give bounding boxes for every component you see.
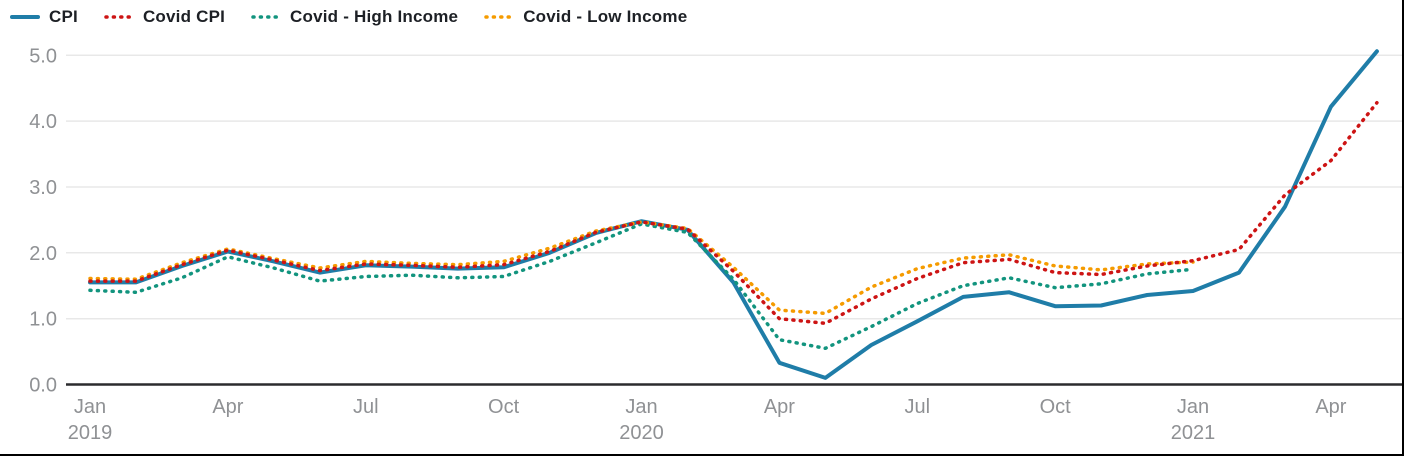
legend-item-covid-cpi: Covid CPI bbox=[104, 7, 225, 27]
legend-label: Covid CPI bbox=[142, 7, 226, 26]
x-tick-label: Jul bbox=[353, 396, 379, 418]
x-tick-label: Jan bbox=[74, 396, 106, 418]
series-line-covid-low-income bbox=[88, 220, 1195, 316]
series-line-covid-high-income bbox=[88, 222, 1195, 351]
y-tick-label: 5.0 bbox=[29, 45, 57, 67]
y-tick-label: 4.0 bbox=[29, 111, 57, 133]
y-tick-label: 1.0 bbox=[29, 309, 57, 331]
series-line-cpi bbox=[88, 49, 1379, 380]
legend-swatch-dotted-icon bbox=[484, 15, 514, 19]
legend-label: CPI bbox=[49, 7, 78, 26]
x-tick-label: Apr bbox=[764, 396, 795, 418]
x-tick-label: Jan bbox=[1177, 396, 1209, 418]
series-line-covid-cpi bbox=[88, 100, 1379, 326]
legend-swatch-solid-icon bbox=[10, 15, 40, 19]
legend-label: Covid - Low Income bbox=[523, 7, 688, 26]
x-tick-label: Jan bbox=[625, 396, 657, 418]
x-tick-label: Apr bbox=[1315, 396, 1346, 418]
x-tick-year-label: 2019 bbox=[68, 422, 113, 444]
x-tick-label: Jul bbox=[905, 396, 931, 418]
y-tick-label: 0.0 bbox=[29, 375, 57, 397]
chart-legend: CPI Covid CPI Covid - High Income Covid - L… bbox=[10, 7, 687, 27]
x-tick-year-label: 2020 bbox=[619, 422, 664, 444]
legend-label: Covid - High Income bbox=[290, 7, 459, 26]
legend-item-cpi: CPI bbox=[10, 7, 78, 27]
legend-swatch-dotted-icon bbox=[104, 15, 134, 19]
legend-item-covid-high-income: Covid - High Income bbox=[251, 7, 458, 27]
y-tick-label: 3.0 bbox=[29, 177, 57, 199]
x-tick-year-label: 2021 bbox=[1171, 422, 1216, 444]
x-tick-label: Oct bbox=[1040, 396, 1072, 418]
legend-swatch-dotted-icon bbox=[251, 15, 281, 19]
legend-item-covid-low-income: Covid - Low Income bbox=[484, 7, 687, 27]
y-tick-label: 2.0 bbox=[29, 243, 57, 265]
x-tick-label: Apr bbox=[212, 396, 243, 418]
x-tick-label: Oct bbox=[488, 396, 520, 418]
